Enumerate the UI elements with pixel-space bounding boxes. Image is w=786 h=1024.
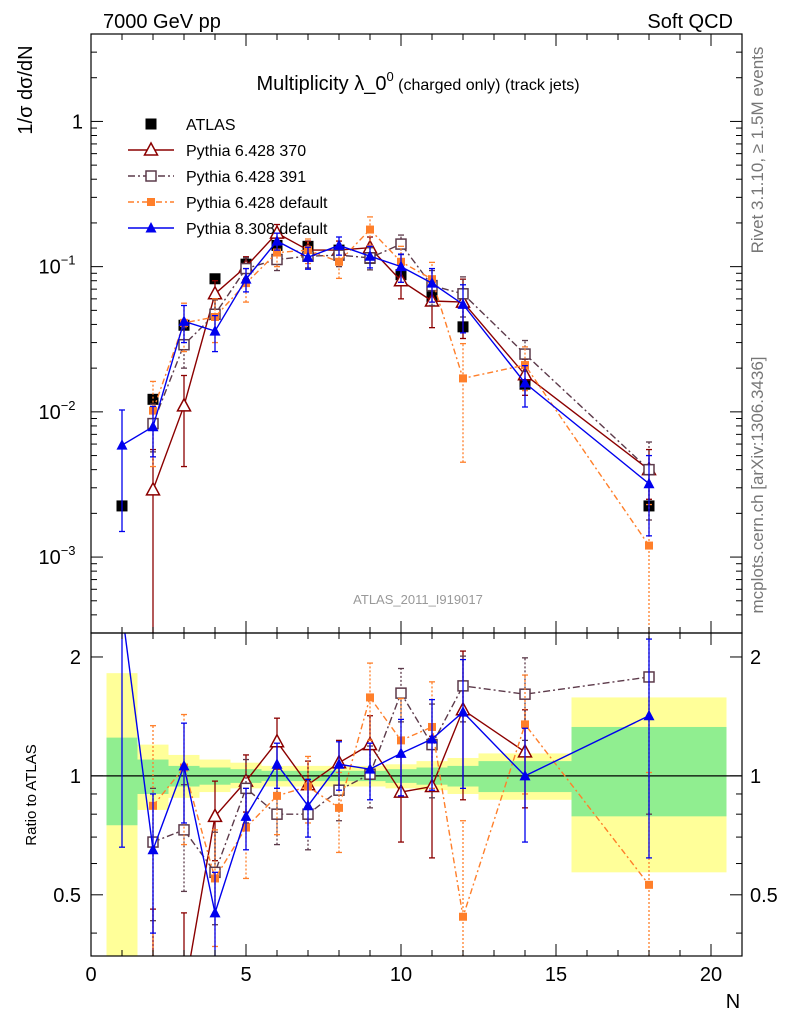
data-point bbox=[145, 481, 161, 496]
x-tick-label: 15 bbox=[545, 964, 567, 986]
data-point bbox=[519, 769, 531, 781]
ratio-y-tick-label-right: 0.5 bbox=[750, 885, 778, 907]
data-point bbox=[364, 250, 376, 261]
data-point bbox=[366, 225, 374, 234]
series-line bbox=[189, 708, 526, 956]
ratio-y-tick-label-right: 1 bbox=[750, 766, 761, 788]
analysis-id: ATLAS_2011_I919017 bbox=[353, 592, 483, 607]
main-panel-axes: 10−3 10−2 10−1 1 bbox=[38, 33, 743, 634]
data-point bbox=[178, 824, 190, 836]
data-point bbox=[209, 273, 221, 285]
data-point bbox=[457, 706, 469, 717]
data-point bbox=[395, 238, 407, 250]
y-tick-label: 1 bbox=[72, 111, 83, 133]
legend: ATLAS Pythia 6.428 370 Pythia 6.428 391 Pyt… bbox=[128, 117, 328, 238]
data-point bbox=[366, 693, 374, 702]
data-point bbox=[209, 325, 221, 336]
data-point bbox=[643, 477, 655, 489]
data-point bbox=[459, 374, 467, 383]
data-point bbox=[645, 880, 653, 889]
legend-label: Pythia 6.428 370 bbox=[186, 143, 306, 160]
legend-marker bbox=[143, 141, 159, 156]
data-point bbox=[459, 912, 467, 921]
data-point bbox=[178, 759, 190, 771]
data-point bbox=[395, 747, 407, 758]
data-point bbox=[521, 720, 529, 729]
y-tick-label: 10−2 bbox=[38, 398, 75, 424]
legend-entry-p8def: Pythia 8.308 default bbox=[128, 221, 328, 238]
data-point bbox=[335, 803, 343, 812]
data-point bbox=[147, 393, 159, 405]
y-tick-label: 10−1 bbox=[38, 253, 75, 279]
ratio-ylabel: Ratio to ATLAS bbox=[23, 744, 40, 845]
ratio-y-tick-label: 1 bbox=[70, 766, 81, 788]
data-point bbox=[147, 420, 159, 432]
main-panel-series bbox=[116, 216, 657, 633]
rivet-label: Rivet 3.1.10, ≥ 1.5M events bbox=[748, 47, 767, 254]
data-point bbox=[426, 732, 438, 744]
data-point bbox=[333, 758, 345, 769]
data-point bbox=[395, 260, 407, 272]
energy-label: 7000 GeV pp bbox=[103, 11, 221, 33]
data-point bbox=[240, 810, 252, 821]
ratio-frame bbox=[90, 632, 743, 957]
legend-entry-p6def: Pythia 6.428 default bbox=[128, 195, 328, 212]
data-point bbox=[645, 541, 653, 550]
data-point bbox=[364, 763, 376, 774]
data-point bbox=[426, 277, 438, 288]
data-point bbox=[209, 906, 221, 918]
y-tick-label: 10−3 bbox=[38, 543, 75, 569]
data-point bbox=[643, 709, 655, 721]
legend-marker bbox=[145, 170, 157, 182]
data-point bbox=[302, 251, 314, 262]
data-point bbox=[273, 791, 281, 800]
data-point bbox=[395, 687, 407, 699]
legend-label: Pythia 8.308 default bbox=[186, 221, 328, 238]
legend-label: ATLAS bbox=[186, 117, 236, 134]
data-point bbox=[116, 439, 128, 450]
ratio-panel-axes: 0.5 0.51 12 20 5 10 15 20 bbox=[53, 632, 778, 986]
data-point bbox=[207, 807, 223, 823]
x-tick-label: 5 bbox=[240, 964, 251, 986]
data-point bbox=[273, 248, 281, 257]
ratio-panel-series bbox=[119, 633, 655, 956]
ratio-y-tick-label: 2 bbox=[70, 647, 81, 669]
data-point bbox=[271, 235, 283, 246]
data-point bbox=[176, 397, 192, 412]
ratio-y-tick-label: 0.5 bbox=[53, 885, 81, 907]
series-line bbox=[121, 240, 650, 485]
main-title: Multiplicity λ_00 (charged only) (track … bbox=[256, 69, 579, 95]
data-point bbox=[457, 298, 469, 309]
legend-label: Pythia 6.428 391 bbox=[186, 169, 306, 186]
source-label: mcplots.cern.ch [arXiv:1306.3436] bbox=[748, 356, 767, 613]
legend-entry-p370: Pythia 6.428 370 bbox=[128, 141, 306, 160]
data-point bbox=[240, 273, 252, 284]
legend-label: Pythia 6.428 default bbox=[186, 195, 328, 212]
series-p8def-ratio bbox=[119, 633, 655, 956]
legend-marker bbox=[145, 118, 157, 130]
data-point bbox=[302, 799, 314, 811]
process-label: Soft QCD bbox=[647, 11, 733, 33]
legend-entry-atlas: ATLAS bbox=[145, 117, 236, 134]
legend-marker bbox=[147, 198, 155, 206]
main-ylabel: 1/σ dσ/dN bbox=[15, 45, 37, 134]
x-tick-label: 10 bbox=[390, 964, 412, 986]
x-axis-label: N bbox=[726, 991, 740, 1013]
ratio-y-tick-label-right: 2 bbox=[750, 647, 761, 669]
data-point bbox=[333, 239, 345, 250]
data-point bbox=[335, 257, 343, 266]
legend-entry-p391: Pythia 6.428 391 bbox=[128, 169, 306, 186]
data-point bbox=[271, 758, 283, 769]
legend-marker bbox=[145, 222, 157, 233]
x-tick-label: 20 bbox=[700, 964, 722, 986]
data-point bbox=[178, 315, 190, 326]
data-point bbox=[147, 843, 159, 855]
data-point bbox=[519, 377, 531, 388]
series-p8def bbox=[116, 232, 655, 537]
x-tick-label: 0 bbox=[85, 964, 96, 986]
